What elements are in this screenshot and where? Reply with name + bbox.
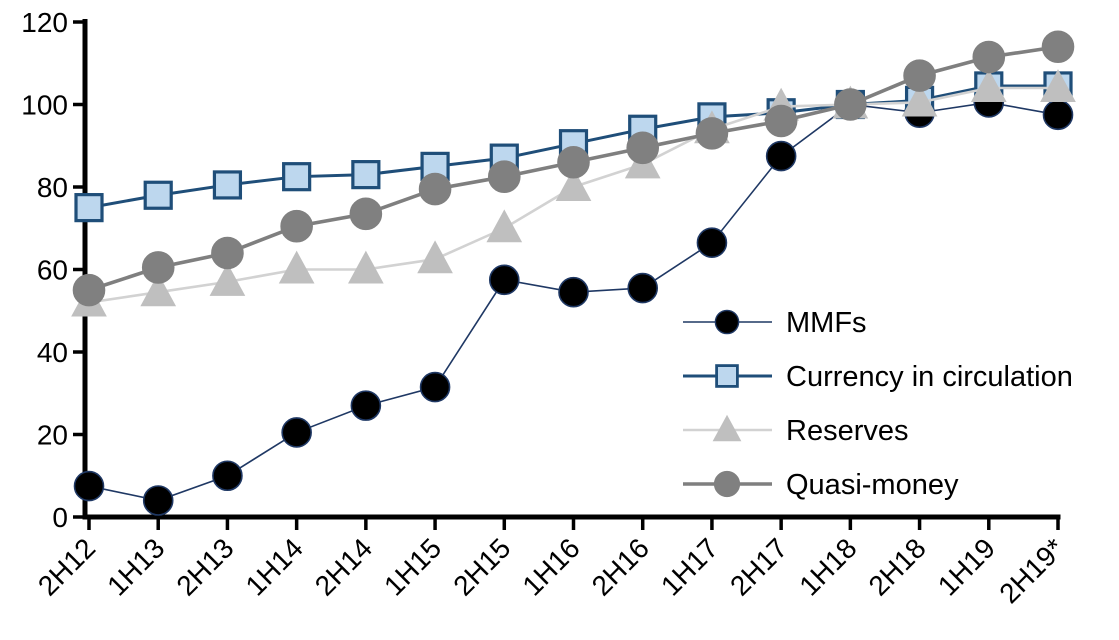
series-mmfs-marker (558, 276, 589, 308)
series-quasi-money-marker (280, 209, 313, 243)
y-tick-label: 0 (52, 502, 68, 533)
series-reserves-marker (140, 273, 177, 307)
series-mmfs-marker (73, 470, 105, 502)
y-tick-label: 60 (37, 255, 68, 286)
series-quasi-money-marker (626, 131, 660, 165)
series-mmfs-marker (350, 390, 382, 421)
series-quasi-money-marker (487, 160, 521, 193)
series-currency-in-circulation-marker (351, 160, 381, 190)
series-mmfs-marker (696, 227, 728, 258)
series-currency-in-circulation-marker (282, 162, 312, 192)
series-quasi-money-marker (834, 88, 867, 121)
series-reserves-marker (486, 209, 523, 243)
legend-label-quasi-money: Quasi-money (786, 469, 959, 501)
series-currency-in-circulation-marker (74, 193, 104, 223)
x-tick-label: 1H17 (655, 532, 724, 601)
series-mmfs-marker (142, 485, 174, 516)
y-tick-label: 40 (37, 337, 68, 368)
legend-marker-currency-in-circulation (715, 364, 739, 388)
series-quasi-money-marker (349, 197, 383, 231)
series-currency-in-circulation-marker (212, 170, 243, 200)
y-tick-label: 80 (37, 172, 68, 203)
x-tick-label: 1H16 (516, 532, 585, 601)
x-tick-label: 1H19 (932, 532, 1001, 601)
x-tick-label: 2H14 (309, 532, 378, 601)
series-reserves-marker (209, 263, 246, 296)
legend-label-reserves: Reserves (786, 415, 909, 447)
series-quasi-money-marker (695, 117, 729, 150)
legend-marker-mmfs (714, 309, 740, 335)
x-tick-label: 2H19* (993, 532, 1070, 609)
series-reserves-marker (555, 168, 592, 201)
legend-label-mmfs: MMFs (786, 307, 867, 339)
series-reserves-marker (901, 83, 938, 117)
series-mmfs-marker (765, 140, 797, 172)
y-tick-label: 100 (21, 90, 68, 121)
series-mmfs-marker (419, 371, 451, 403)
series-reserves-marker (278, 250, 315, 284)
series-mmfs-marker (281, 417, 312, 448)
legend-label-currency-in-circulation: Currency in circulation (786, 361, 1073, 393)
series-mmfs-marker (488, 264, 520, 296)
series-quasi-money-marker (1041, 30, 1075, 64)
series-reserves-marker (970, 69, 1007, 102)
x-tick-label: 2H15 (447, 532, 516, 601)
series-quasi-money-marker (418, 172, 452, 206)
series-mmfs-marker (1042, 99, 1074, 131)
legend-marker-reserves (712, 414, 742, 442)
series-quasi-money-marker (972, 40, 1006, 74)
legend-marker-quasi-money (713, 470, 741, 498)
x-tick-label: 1H15 (378, 532, 447, 601)
series-mmfs-marker (627, 272, 659, 304)
series-quasi-money-marker (903, 59, 936, 92)
x-tick-label: 2H16 (586, 532, 655, 601)
y-tick-label: 120 (21, 7, 68, 38)
series-mmfs-marker (212, 460, 243, 492)
series-quasi-money-marker (211, 236, 244, 270)
x-tick-label: 2H13 (170, 532, 239, 601)
series-reserves-marker (348, 250, 384, 284)
x-tick-label: 1H18 (793, 532, 862, 601)
series-quasi-money-marker (764, 104, 798, 138)
series-quasi-money-marker (141, 251, 175, 284)
series-quasi-money-marker (557, 145, 590, 179)
x-tick-label: 2H17 (724, 532, 793, 601)
series-currency-in-circulation-marker (143, 180, 173, 210)
y-tick-label: 20 (37, 420, 68, 451)
x-tick-label: 1H13 (101, 532, 170, 601)
series-reserves-marker (417, 240, 453, 274)
series-reserves-marker (1040, 69, 1076, 102)
x-tick-label: 2H18 (863, 532, 932, 601)
x-tick-label: 2H12 (32, 532, 101, 601)
x-tick-label: 1H14 (240, 532, 309, 601)
series-quasi-money-marker (72, 273, 106, 307)
